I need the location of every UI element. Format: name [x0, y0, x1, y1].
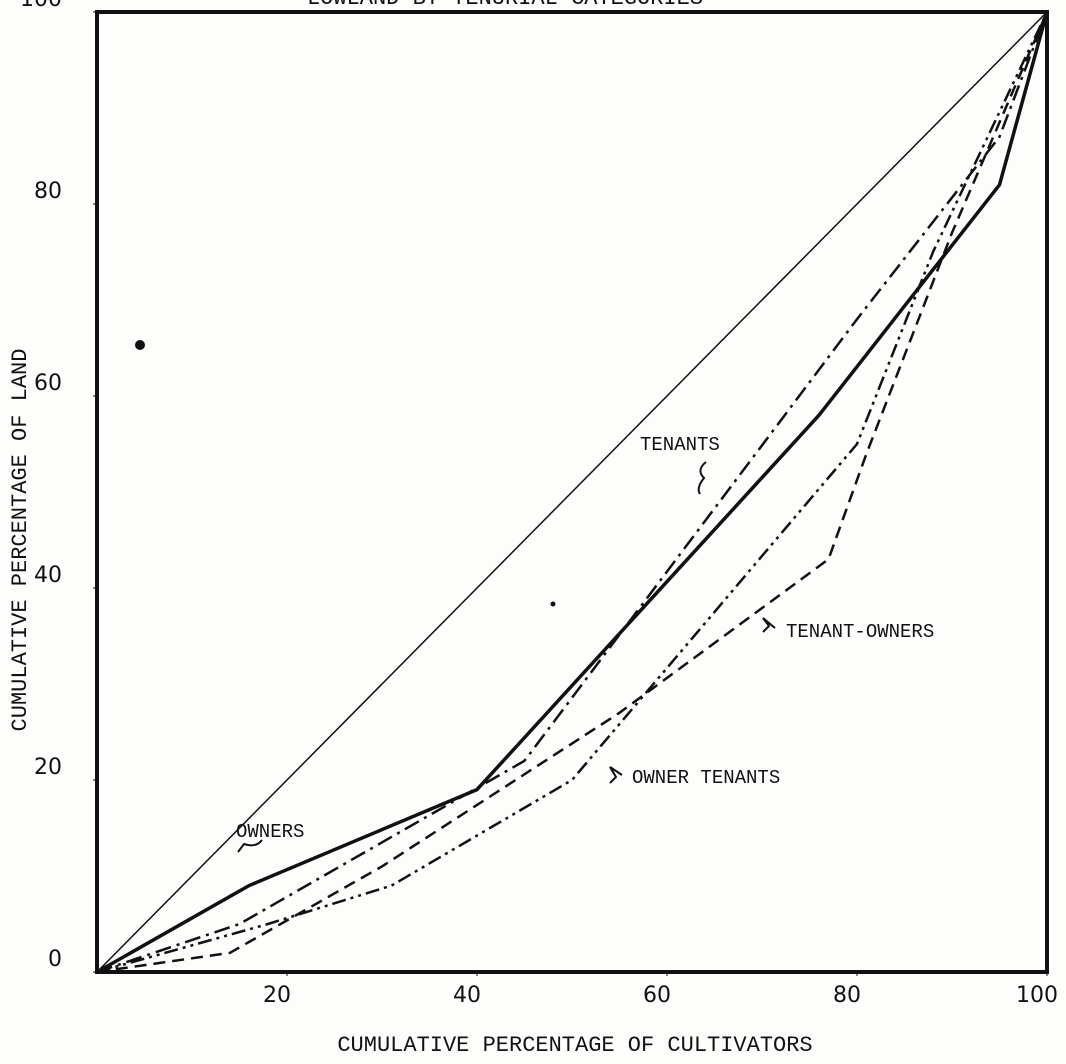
series-label: OWNER TENANTS — [632, 767, 780, 789]
label-arrow — [762, 617, 776, 633]
x-tick-label: 20 — [263, 983, 291, 1008]
y-tick-label: 100 — [20, 0, 62, 12]
speck — [550, 601, 556, 607]
x-tick-label: 40 — [453, 983, 481, 1008]
series-label: TENANT-OWNERS — [786, 621, 934, 643]
line — [96, 11, 1049, 974]
speck — [135, 340, 145, 350]
y-tick-label: 80 — [34, 179, 62, 204]
x-tick-label: 60 — [643, 983, 671, 1008]
y-tick-label: 60 — [34, 371, 62, 396]
x-tick-label: 100 — [1016, 983, 1058, 1008]
y-tick-label: 40 — [34, 563, 62, 588]
series-label: OWNERS — [236, 821, 304, 843]
plot-frame — [95, 10, 1049, 974]
line — [96, 11, 1049, 974]
series-label: TENANTS — [640, 434, 720, 456]
label-arrow — [237, 839, 263, 853]
label-arrow — [697, 461, 707, 495]
x-axis-label: CUMULATIVE PERCENTAGE OF CULTIVATORS — [337, 1033, 812, 1058]
line — [96, 11, 1049, 974]
line — [96, 11, 1049, 974]
line — [96, 11, 1048, 973]
label-arrow — [609, 766, 623, 784]
x-tick-label: 80 — [833, 983, 861, 1008]
chart-title: LOWLAND BY TENURIAL CATEGORIES — [307, 0, 703, 11]
y-axis-label: CUMULATIVE PERCENTAGE OF LAND — [8, 349, 33, 732]
y-tick-label: 20 — [34, 755, 62, 780]
y-tick-label: 0 — [48, 947, 62, 972]
